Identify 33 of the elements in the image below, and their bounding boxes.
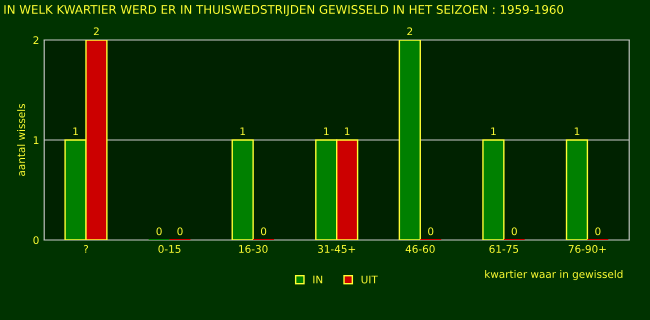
data-label: 2: [94, 27, 99, 36]
x-axis-title: kwartier waar in gewisseld: [485, 270, 622, 280]
x-tick-label: ?: [84, 245, 88, 253]
x-tick-label: 76-90+: [568, 245, 606, 253]
data-label: 1: [73, 127, 78, 136]
data-label: 2: [407, 27, 412, 36]
data-label: 0: [156, 227, 162, 236]
y-axis-title: aantal wissels: [17, 104, 26, 176]
x-tick-label: 46-60: [406, 245, 435, 253]
y-tick-label: 1: [34, 136, 38, 144]
data-label: 1: [324, 127, 329, 136]
legend-label: UIT: [362, 276, 378, 284]
x-tick-label: 61-75: [489, 245, 518, 253]
x-tick-label: 16-30: [239, 245, 268, 253]
x-tick-label: 0-15: [158, 245, 180, 253]
bar: [398, 40, 421, 240]
data-label: 1: [491, 127, 496, 136]
bar: [482, 139, 505, 240]
chart-title: IN WELK KWARTIER WERD ER IN THUISWEDSTRIJDEN GEWISSELD IN HET SEIZOEN : 1959-1960: [4, 5, 564, 16]
data-label: 0: [428, 227, 434, 236]
x-tick-label: 31-45+: [318, 245, 356, 253]
data-label: 1: [574, 127, 580, 136]
y-tick-label: 0: [33, 236, 39, 244]
bar: [232, 139, 254, 240]
legend-label: IN: [313, 276, 322, 284]
data-label: 0: [512, 227, 517, 236]
data-label: 1: [240, 127, 246, 136]
data-label: 0: [260, 227, 266, 236]
data-label: 1: [344, 127, 350, 136]
data-label: 0: [595, 227, 600, 236]
y-tick-label: 2: [33, 36, 38, 44]
bar: [566, 139, 588, 240]
data-label: 0: [177, 227, 183, 236]
